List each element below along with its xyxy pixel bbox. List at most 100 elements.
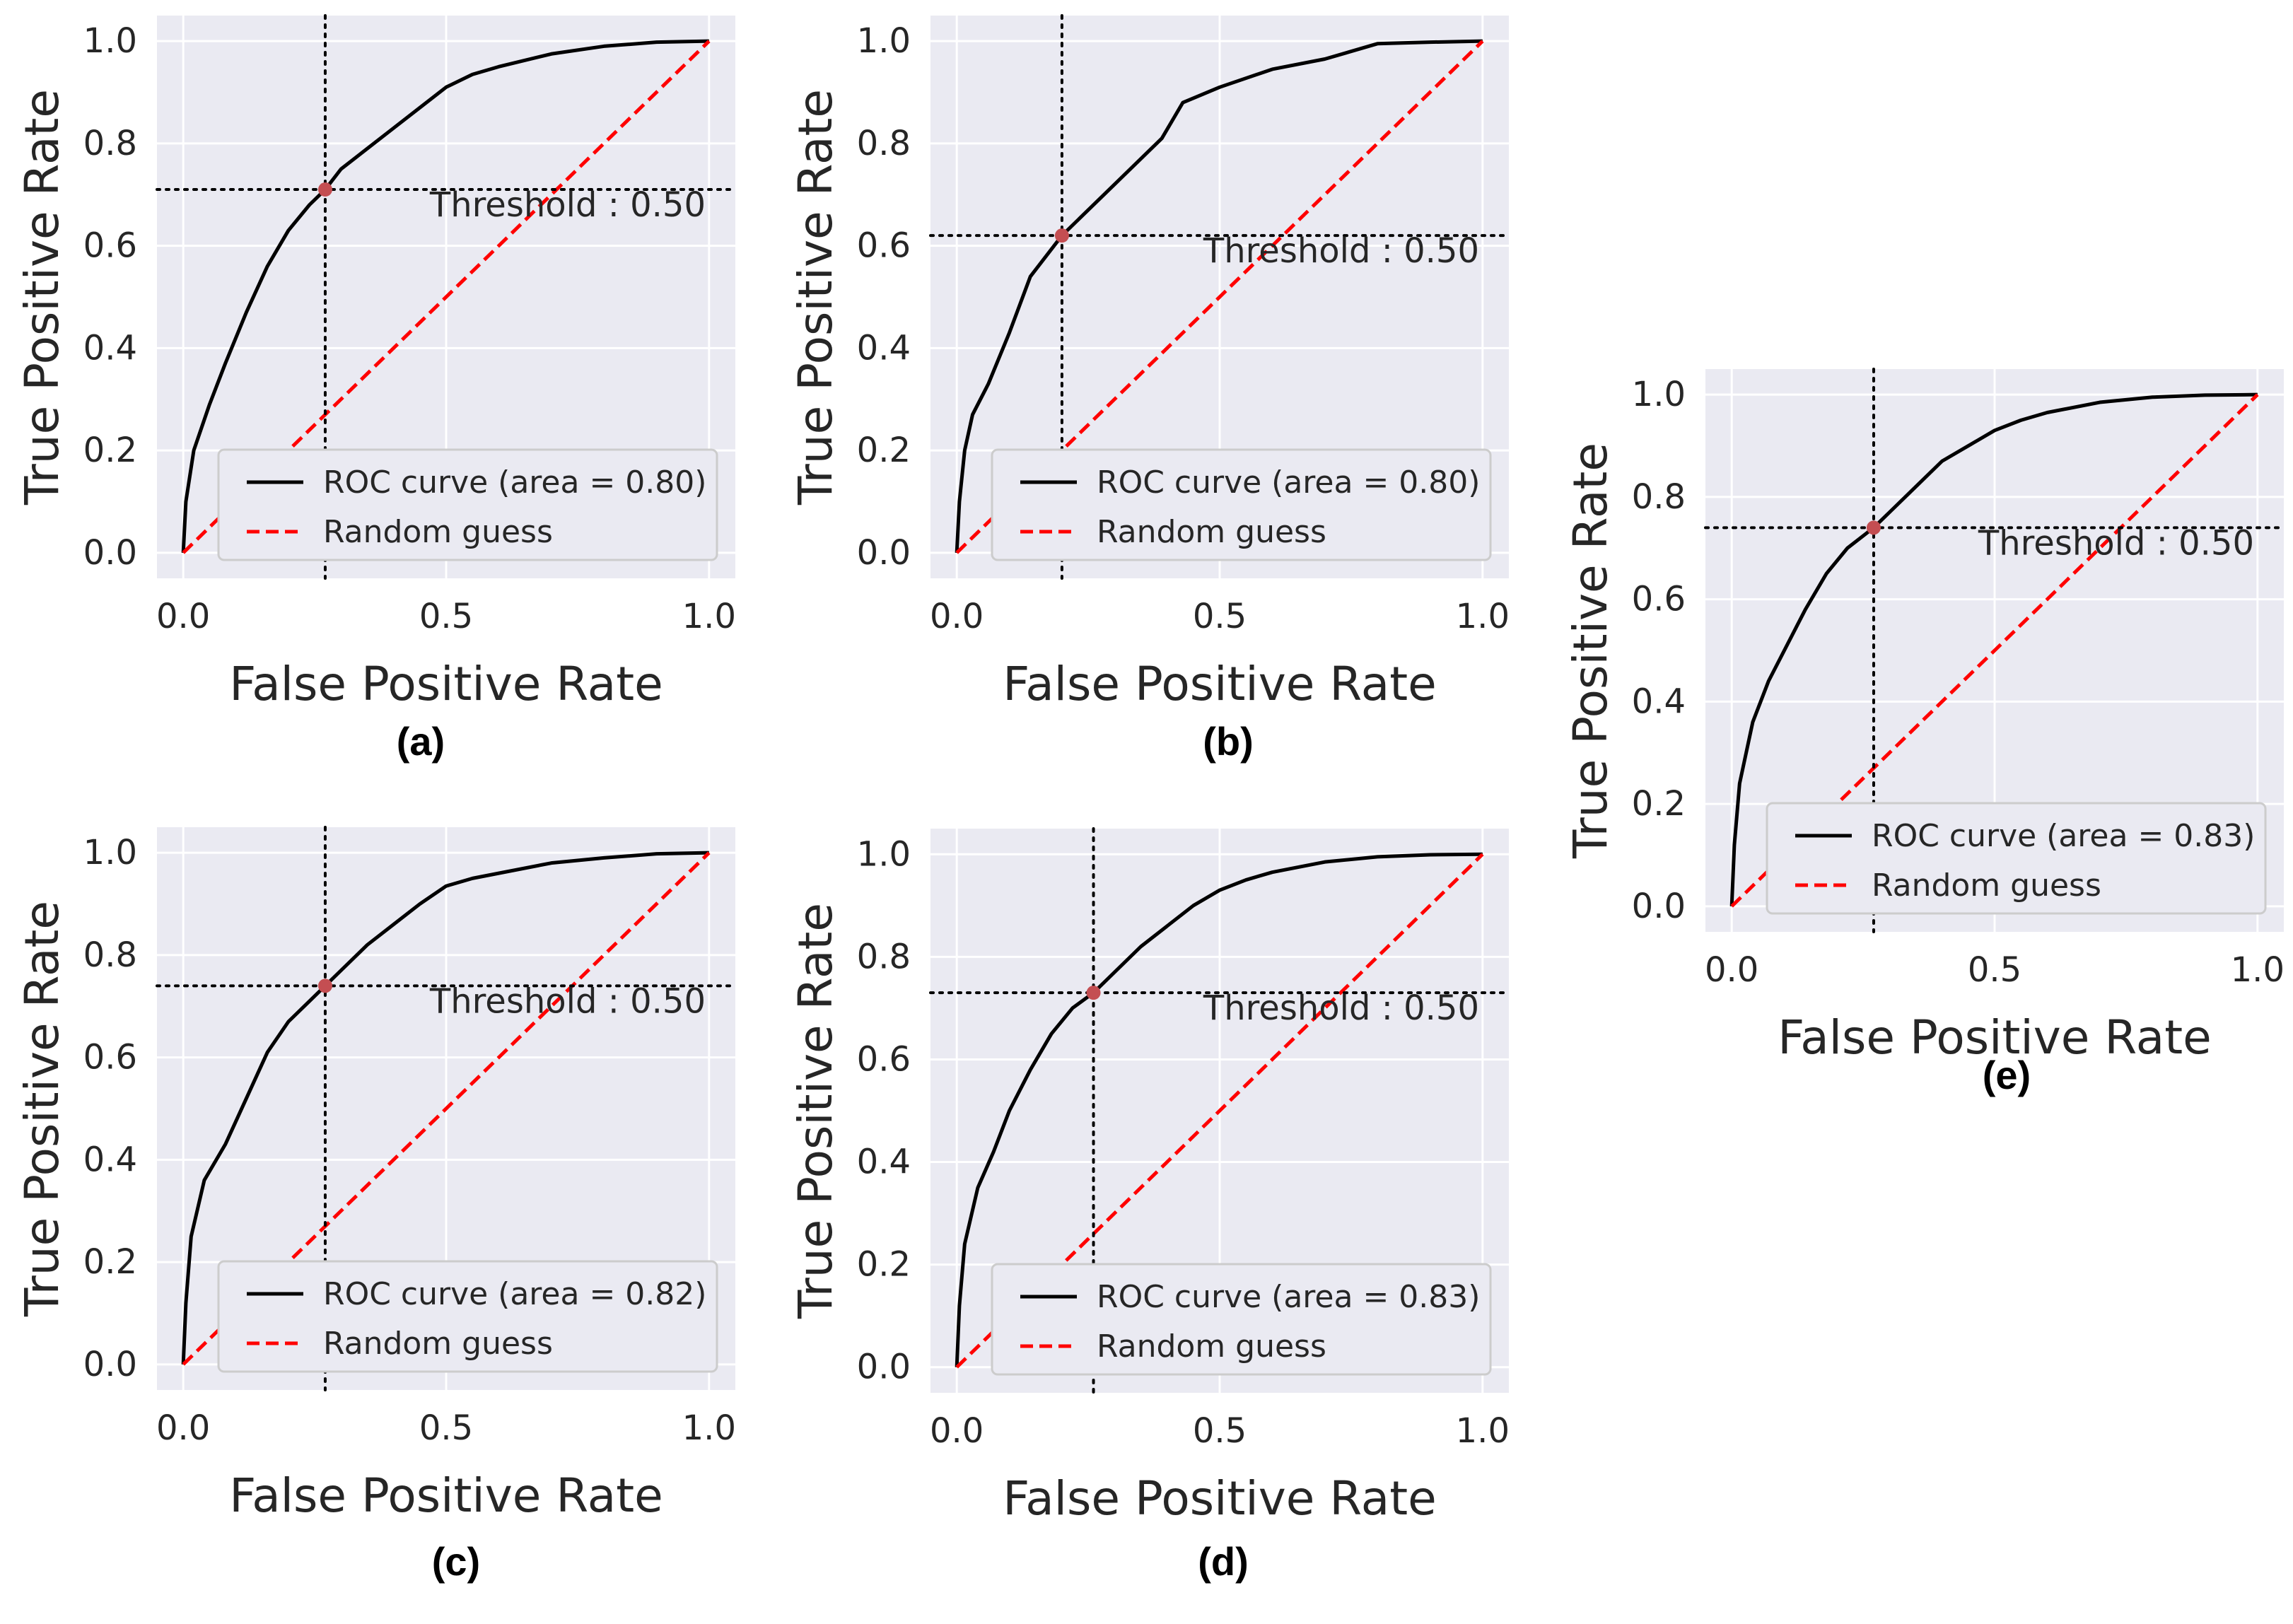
threshold-label: Threshold : 0.50 bbox=[1203, 231, 1479, 271]
y-tick-label: 0.8 bbox=[1632, 477, 1686, 517]
x-tick-label: 0.5 bbox=[1193, 597, 1247, 636]
legend-label: ROC curve (area = 0.83) bbox=[1097, 1279, 1480, 1315]
legend-label: ROC curve (area = 0.82) bbox=[323, 1276, 706, 1312]
y-tick-label: 0.4 bbox=[1632, 682, 1686, 721]
threshold-label: Threshold : 0.50 bbox=[429, 185, 706, 225]
x-axis-title: False Positive Rate bbox=[229, 1468, 663, 1523]
legend-label: Random guess bbox=[323, 1326, 553, 1362]
y-tick-label: 0.2 bbox=[857, 1245, 911, 1285]
threshold-label: Threshold : 0.50 bbox=[1978, 523, 2254, 563]
legend-box bbox=[991, 1263, 1492, 1376]
y-tick-label: 0.2 bbox=[83, 1242, 137, 1282]
y-tick-label: 0.6 bbox=[1632, 580, 1686, 619]
y-axis-title: True Positive Rate bbox=[15, 901, 69, 1317]
y-tick-label: 0.4 bbox=[83, 328, 137, 368]
y-axis-title: True Positive Rate bbox=[788, 89, 843, 506]
roc-curve-line bbox=[181, 851, 709, 1365]
panel-label: (d) bbox=[1198, 1539, 1249, 1584]
legend-label: Random guess bbox=[1097, 514, 1326, 550]
y-tick-label: 1.0 bbox=[857, 21, 911, 61]
y-axis-title: True Positive Rate bbox=[15, 89, 69, 506]
threshold-point bbox=[1866, 520, 1881, 535]
legend: ROC curve (area = 0.82) Random guess bbox=[217, 1260, 718, 1373]
x-axis-title: False Positive Rate bbox=[1778, 1010, 2211, 1065]
x-tick-label: 0.5 bbox=[1968, 950, 2021, 990]
legend-label: ROC curve (area = 0.80) bbox=[323, 465, 706, 501]
y-tick-label: 0.2 bbox=[83, 431, 137, 470]
legend-box bbox=[217, 448, 718, 561]
x-tick-label: 1.0 bbox=[2231, 950, 2285, 990]
roc-curve-line bbox=[955, 39, 1483, 553]
y-tick-label: 0.0 bbox=[83, 1345, 137, 1384]
chart-panel-e: 0.0 0.5 1.0 0.0 0.2 0.4 0.6 0.8 1.0 False Positiv… bbox=[1563, 368, 2285, 1097]
legend: ROC curve (area = 0.83) Random guess bbox=[991, 1263, 1492, 1376]
y-tick-label: 0.0 bbox=[857, 1348, 911, 1387]
y-tick-label: 0.8 bbox=[857, 124, 911, 163]
y-tick-label: 0.6 bbox=[83, 1038, 137, 1077]
x-tick-label: 0.0 bbox=[1705, 950, 1758, 990]
y-tick-label: 0.4 bbox=[857, 1143, 911, 1182]
panel-label: (b) bbox=[1203, 719, 1254, 764]
chart-panel-b: 0.0 0.5 1.0 0.0 0.2 0.4 0.6 0.8 1.0 False Positiv… bbox=[788, 14, 1510, 764]
x-tick-label: 1.0 bbox=[682, 597, 736, 636]
x-axis-title: False Positive Rate bbox=[1003, 1471, 1436, 1526]
y-tick-label: 0.6 bbox=[83, 226, 137, 266]
y-axis-title: True Positive Rate bbox=[1563, 443, 1618, 859]
legend-label: Random guess bbox=[1872, 868, 2101, 904]
roc-curve-line bbox=[955, 852, 1483, 1367]
y-tick-label: 0.6 bbox=[857, 226, 911, 266]
y-tick-label: 0.0 bbox=[83, 533, 137, 573]
legend: ROC curve (area = 0.80) Random guess bbox=[991, 448, 1492, 561]
panel-label: (a) bbox=[397, 719, 445, 764]
y-tick-label: 0.4 bbox=[83, 1140, 137, 1179]
x-tick-label: 0.0 bbox=[156, 1408, 210, 1448]
threshold-point bbox=[317, 182, 332, 197]
y-tick-label: 0.8 bbox=[857, 937, 911, 976]
y-tick-label: 1.0 bbox=[1632, 375, 1686, 414]
legend-label: Random guess bbox=[1097, 1328, 1326, 1365]
legend-box bbox=[1766, 802, 2267, 915]
y-tick-label: 1.0 bbox=[857, 834, 911, 874]
y-tick-label: 0.0 bbox=[857, 533, 911, 573]
y-tick-label: 1.0 bbox=[83, 21, 137, 61]
roc-curve-line bbox=[1729, 392, 2258, 906]
x-tick-label: 0.5 bbox=[419, 1408, 473, 1448]
x-tick-label: 1.0 bbox=[1456, 1411, 1510, 1451]
threshold-label: Threshold : 0.50 bbox=[429, 981, 706, 1021]
x-tick-label: 0.0 bbox=[930, 1411, 984, 1451]
threshold-point bbox=[317, 979, 332, 993]
legend-box bbox=[217, 1260, 718, 1373]
chart-panel-d: 0.0 0.5 1.0 0.0 0.2 0.4 0.6 0.8 1.0 False Positiv… bbox=[788, 827, 1510, 1584]
legend-label: Random guess bbox=[323, 514, 553, 550]
threshold-point bbox=[1054, 228, 1069, 243]
legend: ROC curve (area = 0.80) Random guess bbox=[217, 448, 718, 561]
y-tick-label: 0.4 bbox=[857, 328, 911, 368]
y-tick-label: 0.0 bbox=[1632, 887, 1686, 926]
threshold-label: Threshold : 0.50 bbox=[1203, 988, 1479, 1028]
legend-box bbox=[991, 448, 1492, 561]
y-tick-label: 0.8 bbox=[83, 124, 137, 163]
y-tick-label: 0.2 bbox=[1632, 784, 1686, 824]
legend-label: ROC curve (area = 0.83) bbox=[1872, 818, 2255, 854]
roc-curve-line bbox=[181, 39, 709, 553]
x-axis-title: False Positive Rate bbox=[1003, 657, 1436, 711]
y-axis-title: True Positive Rate bbox=[788, 903, 843, 1319]
x-tick-label: 0.0 bbox=[930, 597, 984, 636]
chart-panel-a: 0.0 0.5 1.0 0.0 0.2 0.4 0.6 0.8 1.0 False Positiv… bbox=[15, 14, 737, 764]
y-tick-label: 0.6 bbox=[857, 1039, 911, 1079]
panel-label: (e) bbox=[1983, 1053, 2031, 1097]
chart-panel-c: 0.0 0.5 1.0 0.0 0.2 0.4 0.6 0.8 1.0 False Positiv… bbox=[15, 826, 737, 1584]
legend-label: ROC curve (area = 0.80) bbox=[1097, 465, 1480, 501]
x-tick-label: 1.0 bbox=[682, 1408, 736, 1448]
legend: ROC curve (area = 0.83) Random guess bbox=[1766, 802, 2267, 915]
y-tick-label: 1.0 bbox=[83, 833, 137, 872]
y-tick-label: 0.8 bbox=[83, 935, 137, 975]
threshold-point bbox=[1086, 986, 1101, 1000]
panel-label: (c) bbox=[432, 1539, 480, 1584]
y-tick-label: 0.2 bbox=[857, 431, 911, 470]
x-tick-label: 1.0 bbox=[1456, 597, 1510, 636]
x-tick-label: 0.5 bbox=[419, 597, 473, 636]
x-tick-label: 0.5 bbox=[1193, 1411, 1247, 1451]
x-axis-title: False Positive Rate bbox=[229, 657, 663, 711]
